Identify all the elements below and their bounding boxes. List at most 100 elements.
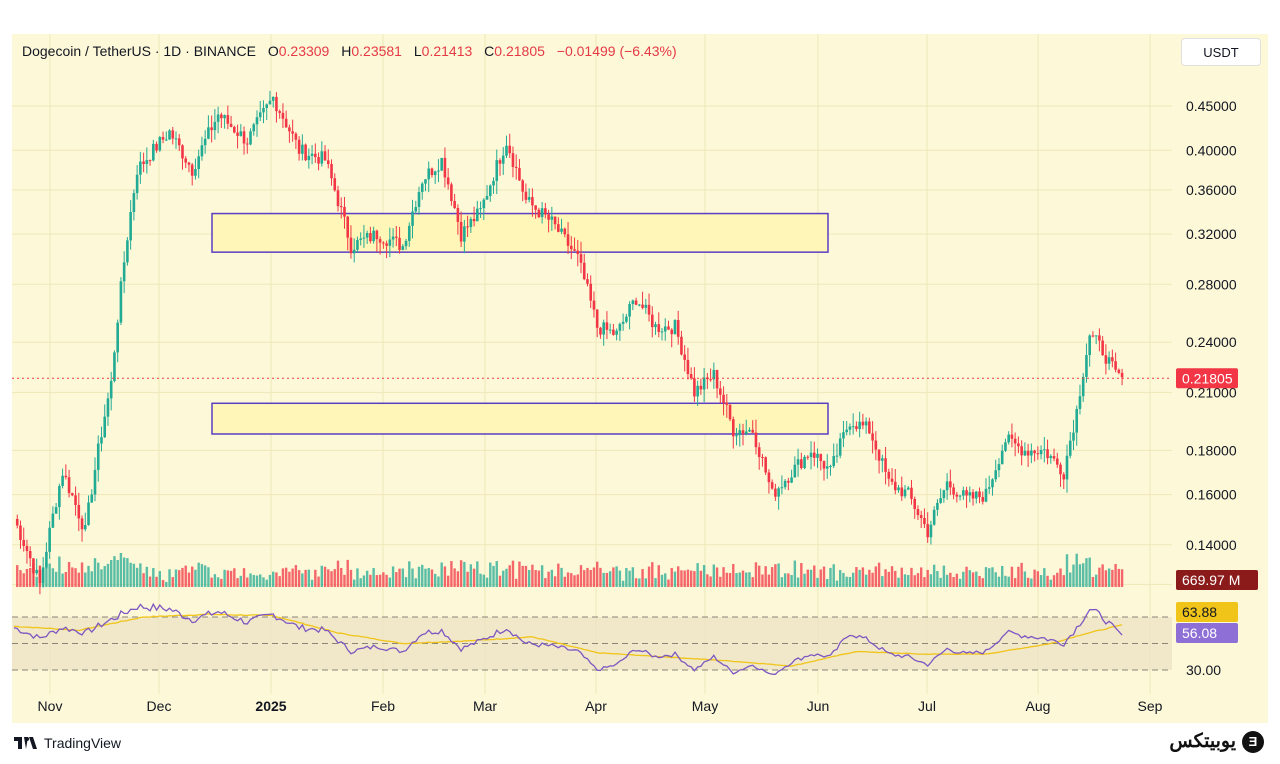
volume-bar — [1085, 558, 1088, 587]
candle — [333, 178, 337, 191]
candle — [362, 237, 366, 239]
candle — [417, 192, 421, 208]
candle — [566, 234, 570, 246]
candle — [239, 131, 243, 136]
candle — [352, 249, 356, 254]
candle — [547, 214, 550, 220]
candle — [945, 481, 949, 491]
volume-bar — [495, 561, 498, 587]
candle — [139, 161, 142, 175]
candle — [414, 207, 418, 212]
volume-bar — [353, 579, 356, 587]
candle — [796, 459, 800, 465]
volume-bar — [259, 574, 262, 587]
last-price-badge — [1176, 368, 1238, 389]
volume-bar — [903, 574, 907, 587]
candle — [109, 380, 113, 399]
candle — [398, 237, 401, 250]
candle — [521, 180, 524, 192]
volume-bar — [612, 567, 615, 587]
candle — [1017, 443, 1020, 447]
candle — [812, 452, 816, 458]
candle — [1010, 434, 1014, 439]
volume-bar — [126, 558, 129, 587]
volume-bar — [291, 568, 294, 587]
volume-bar — [829, 567, 832, 587]
volume-bar — [408, 561, 411, 587]
candle — [1114, 361, 1117, 370]
volume-bar — [839, 570, 842, 587]
candle — [100, 437, 103, 444]
volume-bar — [346, 559, 349, 587]
candle — [242, 131, 246, 144]
candle — [868, 421, 871, 434]
volume-bar — [116, 559, 119, 587]
volume-bar — [1120, 569, 1124, 587]
candle — [910, 487, 913, 499]
volume-bar — [80, 562, 84, 587]
volume-bar — [667, 579, 670, 587]
candle — [330, 163, 333, 179]
volume-bar — [226, 570, 230, 587]
candle — [469, 218, 473, 228]
candle — [822, 461, 826, 469]
tradingview-brand[interactable]: TradingView — [14, 735, 121, 751]
candle — [644, 304, 648, 308]
candle — [356, 239, 359, 250]
volume-bar — [984, 567, 988, 587]
candle — [1043, 449, 1046, 451]
candle — [284, 118, 288, 128]
candle — [735, 435, 738, 437]
volume-bar — [110, 559, 113, 587]
candle — [816, 453, 819, 458]
candle — [194, 169, 197, 176]
volume-bar — [404, 577, 408, 587]
candle — [1078, 396, 1082, 409]
site-brand-label: یوبیتکس — [1169, 731, 1236, 752]
volume-bar — [696, 563, 699, 587]
volume-bar — [106, 563, 110, 587]
candle — [919, 515, 923, 518]
candle — [544, 208, 547, 215]
chart-area[interactable]: 0.45000 0.40000 0.36000 0.32000 0.28000 0.240… — [12, 34, 1268, 723]
price-chart[interactable]: 0.45000 0.40000 0.36000 0.32000 0.28000 0.240… — [12, 34, 1268, 723]
currency-selector[interactable]: USDT — [1181, 38, 1261, 66]
volume-bar — [1069, 572, 1072, 587]
volume-bar — [472, 568, 476, 587]
volume-bar — [800, 563, 803, 587]
volume-bar — [25, 568, 29, 587]
candle — [751, 429, 755, 433]
candle — [936, 502, 939, 510]
candle — [569, 245, 573, 250]
candle — [987, 487, 991, 489]
candle — [949, 481, 952, 488]
candle — [647, 304, 651, 315]
volume-bar — [1107, 568, 1111, 587]
candle — [45, 551, 48, 568]
x-tick-label: Aug — [1026, 698, 1051, 714]
volume-bar — [200, 564, 204, 587]
volume-bar — [1094, 574, 1098, 587]
volume-bar — [796, 577, 800, 587]
volume-label: 669.97 M — [1182, 572, 1240, 588]
volume-bar — [427, 568, 430, 587]
volume-bar — [158, 571, 161, 587]
candle — [939, 498, 942, 503]
volume-bar — [693, 571, 696, 587]
volume-bar — [463, 561, 466, 587]
volume-bar — [1023, 571, 1027, 587]
volume-bar — [148, 576, 152, 587]
volume-bar — [307, 569, 311, 587]
candle — [453, 201, 456, 208]
volume-bar — [806, 569, 809, 587]
volume-bar — [686, 569, 690, 587]
low-label: L — [413, 43, 422, 59]
volume-bar — [851, 572, 855, 587]
candle — [553, 216, 557, 225]
volume-bar — [1088, 557, 1091, 587]
volume-bar — [654, 578, 657, 587]
volume-bar — [359, 578, 362, 587]
volume-bar — [589, 569, 592, 587]
volume-bar — [1039, 575, 1043, 587]
volume-bar — [1036, 571, 1040, 587]
